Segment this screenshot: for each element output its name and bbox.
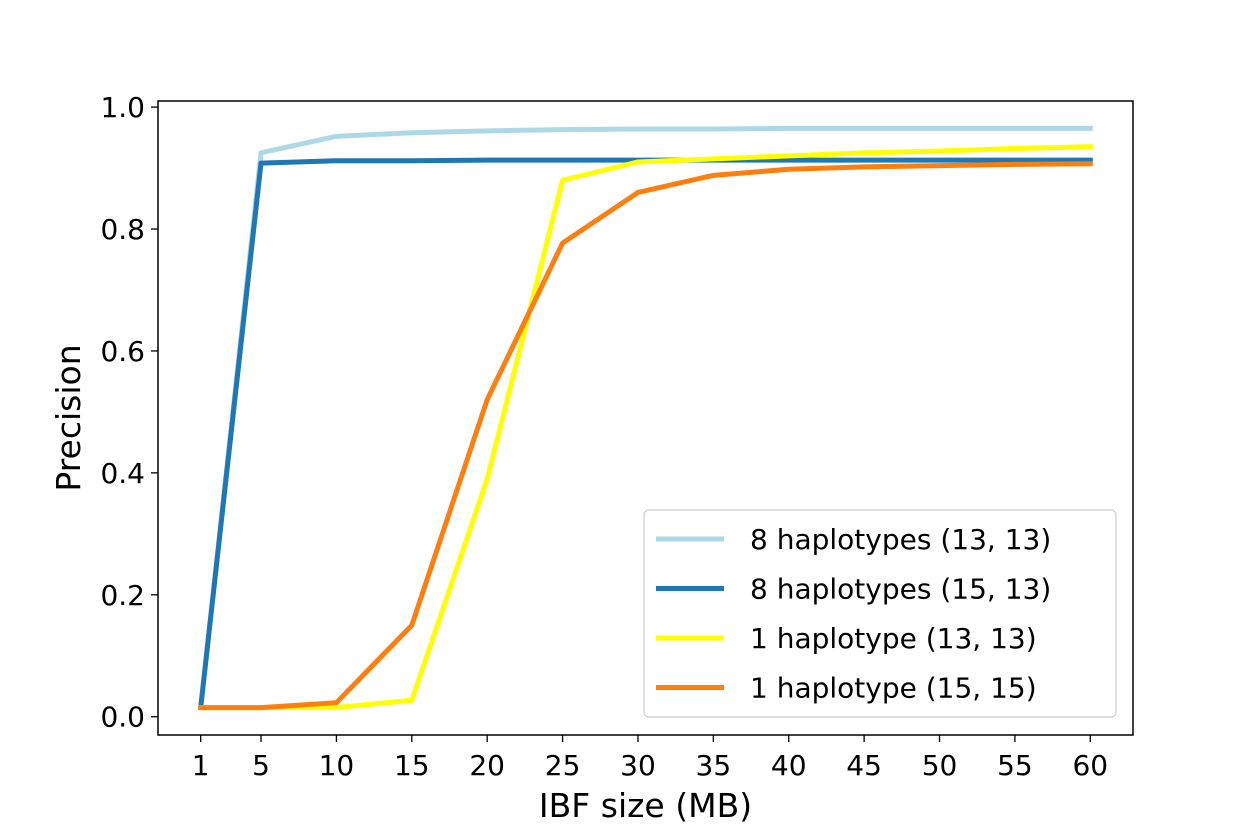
y-tick-label: 0.0	[100, 701, 145, 734]
y-tick-label: 0.6	[100, 335, 145, 368]
plot-frame	[157, 100, 1134, 736]
legend-box	[643, 509, 1117, 718]
y-tick-label: 0.2	[100, 579, 145, 612]
series-line-4	[198, 161, 1093, 711]
legend-label-1: 8 haplotypes (13, 13)	[750, 523, 1051, 556]
legend-label-4: 1 haplotype (15, 15)	[750, 672, 1037, 705]
x-tick-label: 30	[620, 749, 656, 782]
x-tick-label: 45	[846, 749, 882, 782]
x-tick-label: 15	[394, 749, 430, 782]
y-tick-label: 0.8	[100, 213, 145, 246]
x-tick-label: 55	[997, 749, 1033, 782]
series-layer	[197, 125, 1093, 711]
legend-label-3: 1 haplotype (13, 13)	[750, 622, 1037, 655]
x-tick-label: 50	[922, 749, 958, 782]
x-axis: 1 5 10 15 20 25 30 35 40 45 50 55 60	[192, 735, 1108, 782]
legend-label-2: 8 haplotypes (15, 13)	[750, 573, 1051, 606]
x-axis-title: IBF size (MB)	[539, 786, 752, 825]
y-tick-label: 1.0	[100, 91, 145, 124]
x-tick-label: 60	[1072, 749, 1108, 782]
x-tick-label: 1	[192, 749, 210, 782]
y-axis-title: Precision	[49, 344, 88, 491]
x-tick-label: 35	[696, 749, 732, 782]
x-tick-label: 40	[771, 749, 807, 782]
y-tick-label: 0.4	[100, 457, 145, 490]
x-tick-label: 10	[319, 749, 355, 782]
series-line-1	[197, 125, 1093, 711]
y-axis: 0.0 0.2 0.4 0.6 0.8 1.0	[100, 91, 158, 734]
x-tick-label: 5	[252, 749, 270, 782]
x-tick-label: 25	[545, 749, 581, 782]
legend: 8 haplotypes (13, 13) 8 haplotypes (15, 1…	[643, 509, 1117, 718]
series-line-3	[198, 144, 1093, 711]
x-tick-label: 20	[469, 749, 505, 782]
